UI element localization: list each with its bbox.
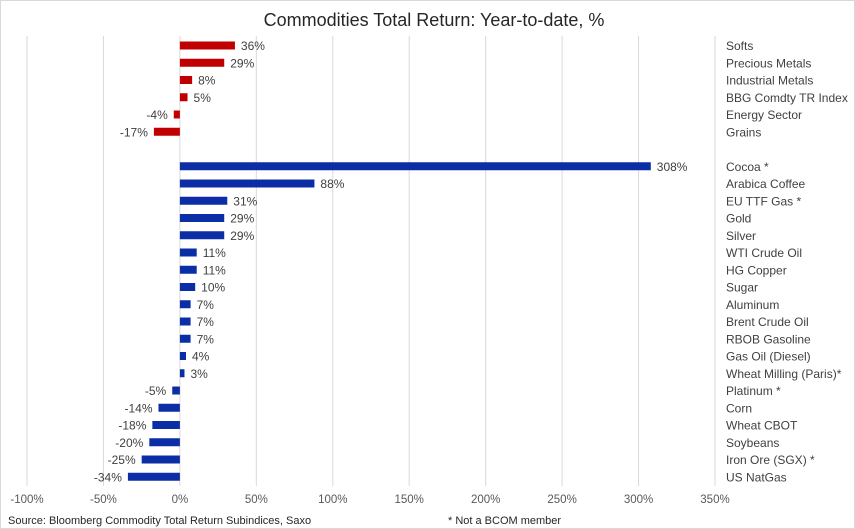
data-label: 7% <box>197 315 215 329</box>
bar <box>179 196 228 205</box>
x-tick-label: -50% <box>90 494 117 506</box>
data-label: 29% <box>230 229 254 243</box>
data-label: -18% <box>118 419 146 433</box>
bar <box>173 110 180 119</box>
x-tick-label: 150% <box>395 494 424 506</box>
gridlines <box>26 36 716 486</box>
category-label: Aluminum <box>726 298 779 312</box>
bar <box>141 455 180 464</box>
category-label: Platinum * <box>726 384 781 398</box>
data-label: 4% <box>192 350 210 364</box>
bar <box>179 317 191 326</box>
data-labels: 36% 29% 8% 5% -4% -17% 308% 88% 31% 29% 29% 11% 11% 1… <box>94 39 688 484</box>
data-label: -25% <box>108 453 136 467</box>
category-label: Silver <box>726 229 756 243</box>
bar <box>179 76 193 84</box>
bar <box>172 386 180 395</box>
category-label: Corn <box>726 401 752 415</box>
data-label: 11% <box>203 263 226 277</box>
bar <box>179 58 225 67</box>
category-label: BBG Comdty TR Index <box>726 91 848 105</box>
data-label: 36% <box>241 39 265 53</box>
bar <box>179 41 235 50</box>
data-label: -17% <box>120 125 148 139</box>
category-label: Softs <box>726 39 753 53</box>
bars <box>127 41 651 481</box>
x-tick-label: -100% <box>10 494 43 506</box>
bar <box>149 438 180 447</box>
data-label: 5% <box>194 91 212 105</box>
bar <box>179 352 187 360</box>
bar <box>179 265 197 274</box>
data-label: 3% <box>190 367 208 381</box>
category-label: Wheat Milling (Paris)* <box>726 367 842 381</box>
bar <box>179 248 197 257</box>
data-label: -4% <box>146 108 168 122</box>
x-tick-label: 100% <box>318 494 347 506</box>
category-label: Arabica Coffee <box>726 177 805 191</box>
category-label: Grains <box>726 125 761 139</box>
x-tick-label: 0% <box>172 494 189 506</box>
category-label: Precious Metals <box>726 56 811 70</box>
category-label: Gold <box>726 212 751 226</box>
bar <box>179 300 191 309</box>
category-labels: Softs Precious Metals Industrial Metals BBG… <box>726 39 848 484</box>
data-label: 7% <box>197 298 215 312</box>
category-label: Soybeans <box>726 436 779 450</box>
bar <box>179 283 196 291</box>
data-label: 10% <box>201 281 225 295</box>
x-axis-ticks: -100% -50% 0% 50% 100% 150% 200% 250% 300% 350% <box>10 494 729 506</box>
bar <box>153 127 180 136</box>
category-label: RBOB Gasoline <box>726 332 811 346</box>
category-label: Industrial Metals <box>726 74 813 88</box>
category-label: Wheat CBOT <box>726 419 798 433</box>
bar <box>179 179 315 188</box>
x-tick-label: 250% <box>547 494 576 506</box>
bar <box>179 162 651 171</box>
category-label: Energy Sector <box>726 108 802 122</box>
category-label: Sugar <box>726 281 758 295</box>
data-label: -14% <box>124 401 152 415</box>
x-tick-label: 200% <box>471 494 500 506</box>
x-tick-label: 50% <box>245 494 268 506</box>
data-label: 8% <box>198 74 216 88</box>
bar <box>179 231 225 240</box>
bar <box>179 214 225 222</box>
bar <box>158 403 180 412</box>
x-tick-label: 300% <box>624 494 653 506</box>
data-label: 7% <box>197 332 215 346</box>
category-label: Cocoa * <box>726 160 769 174</box>
data-label: 29% <box>230 212 254 226</box>
x-tick-label: 350% <box>700 494 729 506</box>
bar <box>152 421 180 429</box>
source-note: Source: Bloomberg Commodity Total Return… <box>8 515 311 527</box>
chart-title: Commodities Total Return: Year-to-date, … <box>264 10 605 30</box>
bar <box>179 369 185 378</box>
data-label: 31% <box>233 194 257 208</box>
data-label: 88% <box>320 177 344 191</box>
bcom-note: * Not a BCOM member <box>448 515 561 527</box>
category-label: WTI Crude Oil <box>726 246 802 260</box>
category-label: Iron Ore (SGX) * <box>726 453 815 467</box>
category-label: Gas Oil (Diesel) <box>726 350 811 364</box>
category-label: US NatGas <box>726 470 787 484</box>
category-label: Brent Crude Oil <box>726 315 809 329</box>
category-label: HG Copper <box>726 263 787 277</box>
bar <box>179 93 188 102</box>
data-label: 29% <box>230 56 254 70</box>
data-label: -34% <box>94 470 122 484</box>
bar <box>179 334 191 343</box>
data-label: -5% <box>145 384 167 398</box>
data-label: 11% <box>203 246 226 260</box>
bar <box>127 472 180 481</box>
data-label: 308% <box>657 160 688 174</box>
data-label: -20% <box>115 436 143 450</box>
category-label: EU TTF Gas * <box>726 194 801 208</box>
